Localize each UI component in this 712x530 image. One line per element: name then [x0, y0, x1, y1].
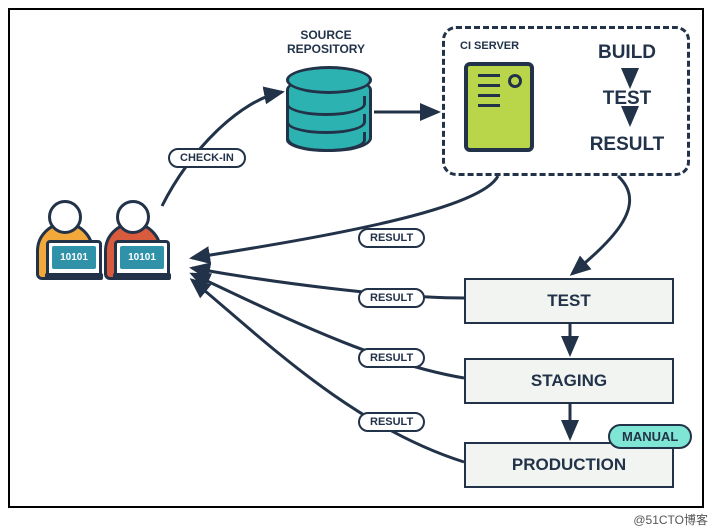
pipeline-result: RESULT: [572, 134, 682, 156]
result-pill-4: RESULT: [358, 412, 425, 432]
manual-pill: MANUAL: [608, 424, 692, 449]
stage-test: TEST: [464, 278, 674, 324]
source-repository-icon: [286, 66, 366, 156]
diagram-frame: SOURCE REPOSITORY CI SERVER BUILD TEST R…: [8, 8, 704, 508]
pipeline-test: TEST: [572, 88, 682, 110]
ci-server-label: CI SERVER: [460, 40, 519, 52]
result-pill-1: RESULT: [358, 228, 425, 248]
stage-staging: STAGING: [464, 358, 674, 404]
result-pill-3: RESULT: [358, 348, 425, 368]
developer-1-icon: 10101: [28, 200, 98, 280]
developer-2-icon: 10101: [96, 200, 166, 280]
result-pill-2: RESULT: [358, 288, 425, 308]
checkin-pill: CHECK-IN: [168, 148, 246, 168]
pipeline-build: BUILD: [572, 42, 682, 64]
ci-server-icon: [464, 62, 534, 152]
source-repo-label: SOURCE REPOSITORY: [276, 28, 376, 56]
watermark: @51CTO博客: [633, 511, 708, 528]
